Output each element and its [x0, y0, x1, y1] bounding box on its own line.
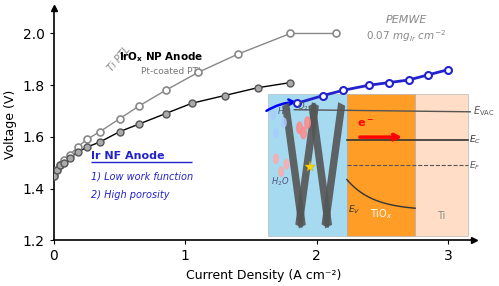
Text: $E_V$: $E_V$ — [348, 203, 361, 216]
Text: $H_2O$: $H_2O$ — [270, 176, 289, 188]
Circle shape — [279, 167, 283, 176]
FancyBboxPatch shape — [321, 102, 345, 228]
Circle shape — [273, 154, 278, 164]
Circle shape — [271, 110, 275, 120]
Text: 1) Low work function: 1) Low work function — [91, 172, 193, 182]
Text: 2) High porosity: 2) High porosity — [91, 190, 169, 200]
Text: $\mathbf{e^-}$: $\mathbf{e^-}$ — [357, 117, 374, 129]
Text: PEMWE: PEMWE — [385, 15, 427, 25]
Text: Ti: Ti — [437, 211, 446, 221]
Bar — [347, 94, 415, 236]
Text: $\mathrm{TiO}_x$: $\mathrm{TiO}_x$ — [370, 207, 392, 221]
Circle shape — [304, 117, 310, 128]
FancyBboxPatch shape — [308, 102, 332, 229]
Text: $H^+$: $H^+$ — [277, 105, 292, 117]
Circle shape — [296, 122, 302, 134]
Text: Ti PTL: Ti PTL — [106, 45, 133, 74]
Text: $E_C$: $E_C$ — [469, 134, 481, 146]
Text: $\mathbf{IrO_x\ NP\ Anode}$: $\mathbf{IrO_x\ NP\ Anode}$ — [119, 51, 204, 64]
Text: Ir NF Anode: Ir NF Anode — [91, 151, 164, 161]
Text: $E_{\mathrm{VAC}}$: $E_{\mathrm{VAC}}$ — [473, 104, 495, 118]
Circle shape — [300, 127, 306, 139]
Circle shape — [273, 128, 278, 138]
Circle shape — [281, 118, 286, 127]
Text: $0.07\ \mathit{mg_{Ir}}\ \mathit{cm}^{-2}$: $0.07\ \mathit{mg_{Ir}}\ \mathit{cm}^{-2… — [366, 28, 446, 44]
X-axis label: Current Density (A cm⁻²): Current Density (A cm⁻²) — [187, 269, 342, 282]
Text: Pt-coated PTL: Pt-coated PTL — [141, 67, 203, 76]
Text: $O_2$: $O_2$ — [297, 101, 309, 113]
Bar — [268, 94, 347, 236]
FancyBboxPatch shape — [295, 102, 319, 228]
Bar — [415, 94, 468, 236]
FancyBboxPatch shape — [282, 102, 306, 229]
Circle shape — [284, 159, 289, 169]
Text: $E_F$: $E_F$ — [469, 159, 481, 172]
Y-axis label: Voltage (V): Voltage (V) — [4, 89, 17, 158]
